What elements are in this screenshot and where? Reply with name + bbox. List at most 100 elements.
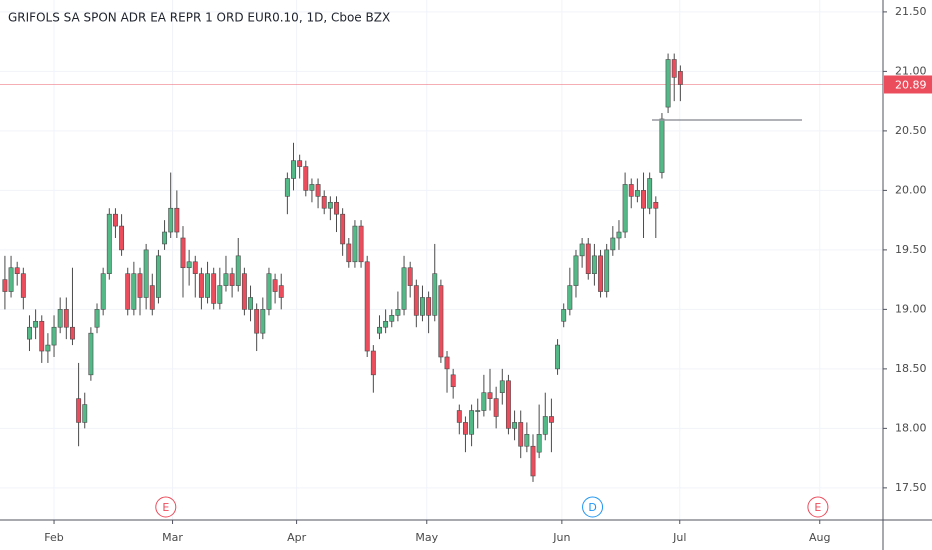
candle-body xyxy=(39,320,45,352)
candle-body xyxy=(131,273,137,310)
candle-body xyxy=(420,297,425,316)
candle-body xyxy=(27,326,32,340)
candle-body xyxy=(518,422,524,447)
candle-body xyxy=(88,332,94,376)
grid xyxy=(0,0,883,520)
candle-body xyxy=(321,196,327,209)
candle-body xyxy=(395,309,401,316)
candle-body xyxy=(174,207,180,233)
candle-body xyxy=(51,326,57,346)
candle-body xyxy=(364,261,370,352)
candle-body xyxy=(444,356,450,370)
candle-body xyxy=(377,326,382,334)
event-label: D xyxy=(588,501,596,514)
candle-body xyxy=(450,374,456,388)
y-tick-label: 20.00 xyxy=(895,183,927,196)
y-tick-label: 21.00 xyxy=(895,64,927,77)
y-tick-label: 21.50 xyxy=(895,5,927,18)
candle-body xyxy=(340,213,346,245)
candle-body xyxy=(616,231,622,239)
candle-body xyxy=(469,410,475,435)
y-tick-label: 18.00 xyxy=(895,421,927,434)
candle-body xyxy=(309,184,315,191)
candle-body xyxy=(426,297,432,316)
candle-body xyxy=(432,273,438,316)
y-tick-label: 20.50 xyxy=(895,124,927,137)
candle-body xyxy=(641,190,646,209)
candle-body xyxy=(205,273,210,298)
last-price-tag xyxy=(884,75,932,94)
candle-body xyxy=(352,225,358,263)
last-price-label: 20.89 xyxy=(895,78,927,91)
y-tick-label: 17.50 xyxy=(895,481,927,494)
candle-body xyxy=(524,434,530,447)
candle-body xyxy=(155,255,161,298)
candle-body xyxy=(610,237,616,251)
candle-body xyxy=(438,285,444,358)
candle-body xyxy=(567,285,573,310)
candle-body xyxy=(634,190,640,197)
candle-body xyxy=(137,273,143,298)
candle-body xyxy=(462,422,468,435)
candle-body xyxy=(585,243,591,274)
candle-body xyxy=(530,445,536,477)
candle-body xyxy=(413,285,419,316)
event-marker xyxy=(807,496,829,518)
candle-body xyxy=(143,249,149,298)
candle-body xyxy=(20,273,26,298)
x-tick-label: Mar xyxy=(162,531,183,544)
candle-body xyxy=(481,392,487,411)
candle-body xyxy=(555,344,561,370)
event-marker xyxy=(155,496,177,518)
candle-body xyxy=(180,237,186,269)
candle-body xyxy=(198,273,204,298)
candle-body xyxy=(241,273,247,310)
candle-body xyxy=(475,410,481,412)
x-tick-label: May xyxy=(415,531,438,544)
candle-body xyxy=(665,59,671,108)
candle-body xyxy=(487,392,493,399)
candle-body xyxy=(186,261,192,269)
candle-body xyxy=(291,160,296,179)
candle-body xyxy=(119,225,125,251)
candle-body xyxy=(505,380,511,429)
candle-body xyxy=(512,422,518,429)
candle-body xyxy=(235,255,241,286)
y-tick-label: 19.00 xyxy=(895,302,927,315)
x-tick-label: Apr xyxy=(287,531,307,544)
candle-body xyxy=(604,249,610,292)
candle-body xyxy=(14,267,20,274)
candle-body xyxy=(168,207,174,233)
candle-body xyxy=(76,398,82,423)
candle-body xyxy=(63,309,69,328)
candle-body xyxy=(8,267,14,292)
candle-body xyxy=(2,279,8,292)
candle-body xyxy=(125,273,131,310)
candle-body xyxy=(211,273,217,304)
candle-body xyxy=(229,273,235,286)
candle-body xyxy=(370,350,376,376)
candle-body xyxy=(456,410,462,423)
candle-body xyxy=(192,261,198,274)
candle-body xyxy=(407,267,413,286)
candle-body xyxy=(622,184,628,233)
candle-body xyxy=(346,243,352,263)
candle-body xyxy=(217,285,223,304)
event-label: E xyxy=(814,501,821,514)
candle-body xyxy=(303,166,309,191)
candle-body xyxy=(334,201,339,215)
candle-body xyxy=(100,273,106,310)
candle-body xyxy=(82,404,88,423)
candle-body xyxy=(659,118,665,173)
x-tick-label: Jun xyxy=(552,531,570,544)
candle-body xyxy=(383,320,389,328)
candle-body xyxy=(579,243,585,257)
axes: 17.50 18.00 18.50 19.00 19.50 20.00 20.50 21.00… xyxy=(44,5,932,544)
candle-body xyxy=(628,184,634,197)
chart-title: GRIFOLS SA SPON ADR EA REPR 1 ORD EUR0.1… xyxy=(8,11,390,25)
event-marker xyxy=(582,496,604,518)
candle-body xyxy=(327,201,333,209)
candle-body xyxy=(223,273,229,286)
candle-body xyxy=(248,297,253,310)
